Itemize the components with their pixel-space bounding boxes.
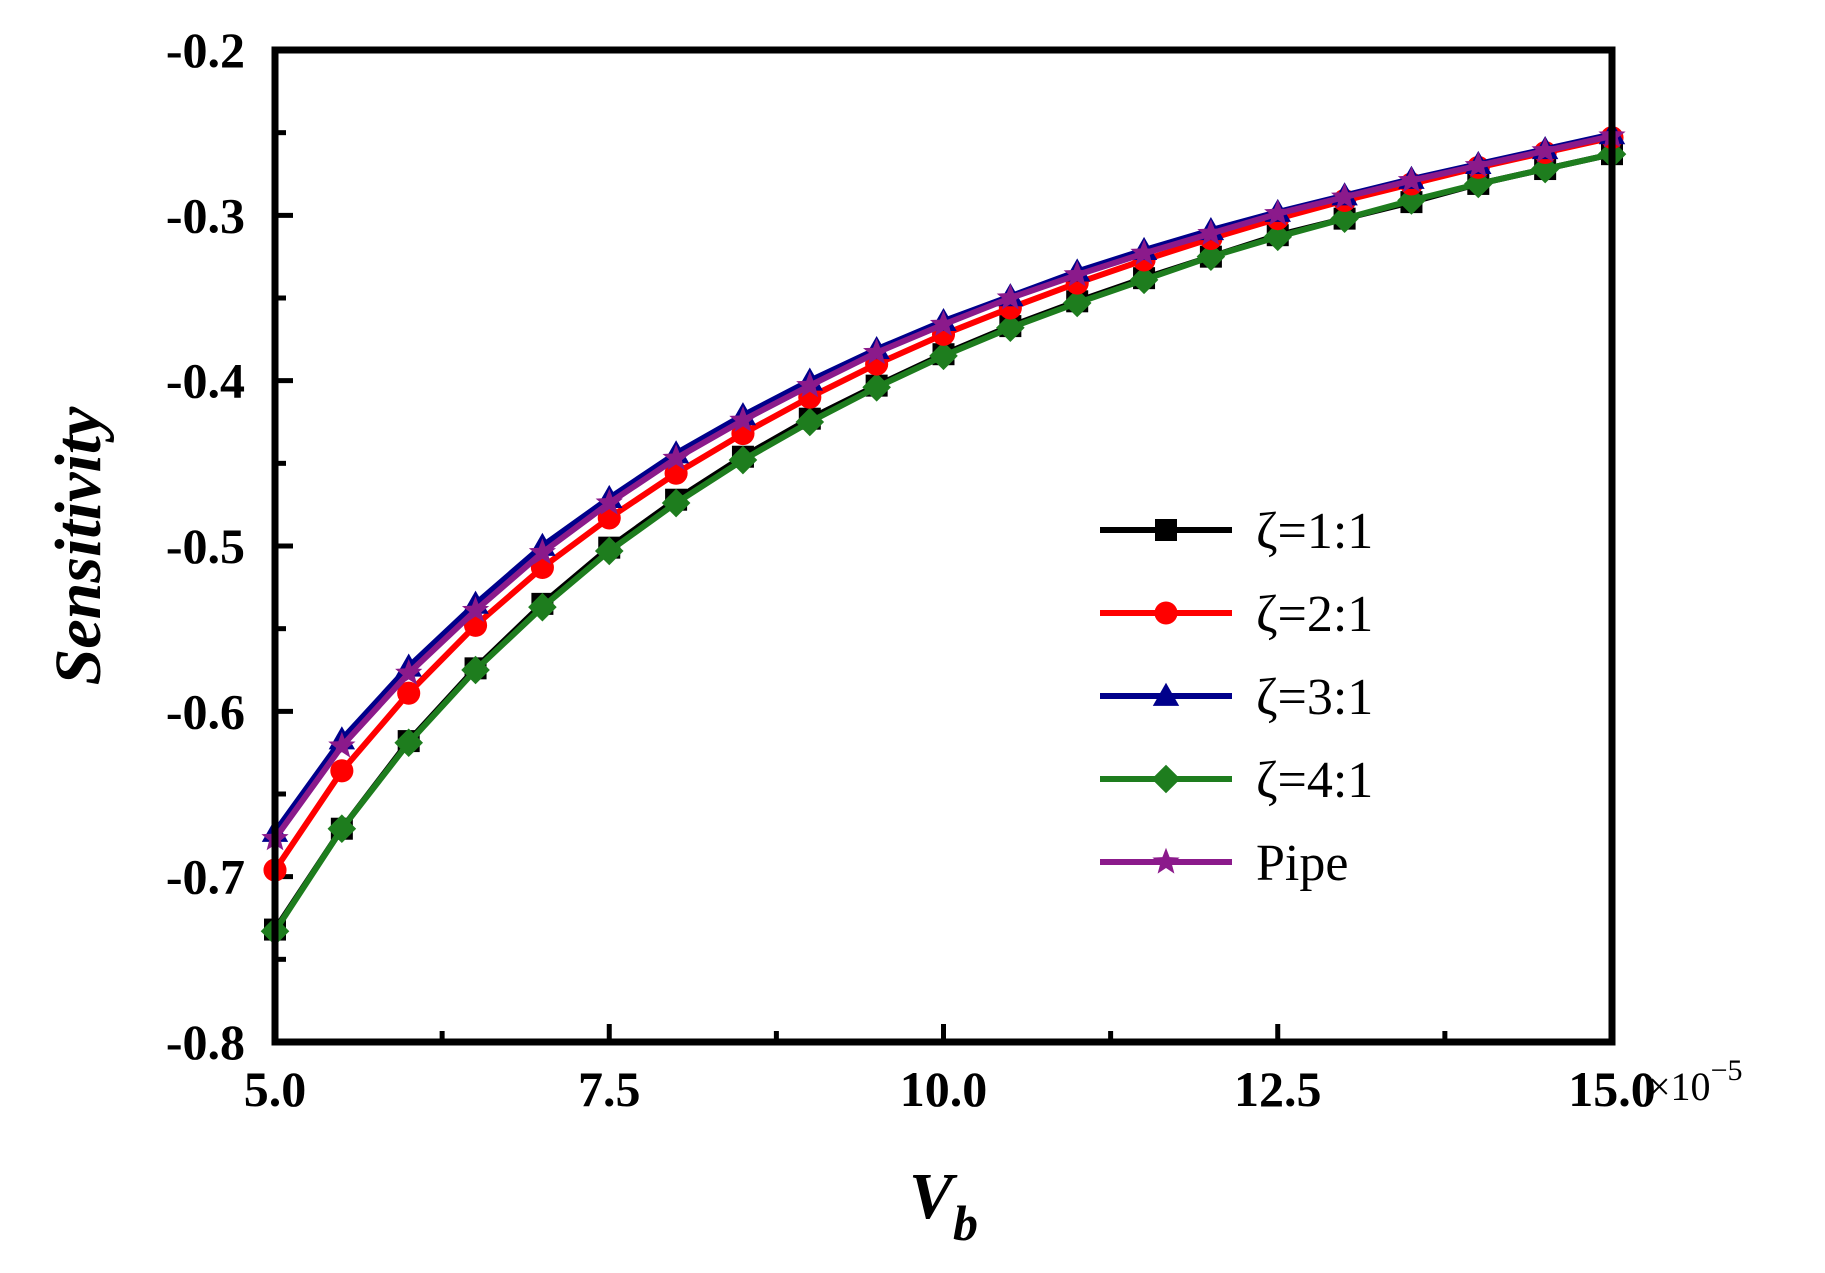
data-point bbox=[594, 536, 624, 566]
data-point bbox=[795, 407, 825, 437]
series-circle bbox=[263, 126, 1624, 882]
x-tick-label: 5.0 bbox=[244, 1061, 307, 1117]
x-tick-label: 10.0 bbox=[900, 1061, 988, 1117]
data-point bbox=[528, 592, 557, 622]
data-point bbox=[996, 283, 1024, 310]
legend-entry: ζ=4:1 bbox=[1100, 752, 1373, 809]
y-tick-label: -0.6 bbox=[166, 683, 245, 739]
data-point bbox=[528, 538, 556, 565]
x-tick-label: 7.5 bbox=[578, 1061, 641, 1117]
legend-label: ζ=3:1 bbox=[1256, 669, 1373, 726]
data-point bbox=[1530, 154, 1560, 184]
data-point bbox=[1263, 222, 1293, 252]
data-point bbox=[1063, 260, 1091, 287]
data-point bbox=[796, 371, 824, 398]
series-line bbox=[272, 131, 1613, 834]
data-point bbox=[461, 596, 490, 622]
legend-entry: ζ=2:1 bbox=[1100, 586, 1373, 643]
legend-label: ζ=1:1 bbox=[1256, 503, 1373, 560]
y-tick-label: -0.5 bbox=[166, 518, 245, 574]
data-point bbox=[1331, 182, 1359, 209]
data-point bbox=[929, 341, 958, 371]
data-point bbox=[394, 728, 423, 758]
data-point bbox=[1130, 239, 1158, 265]
y-tick-label: -0.8 bbox=[166, 1014, 245, 1070]
legend-marker bbox=[1151, 764, 1181, 794]
data-point bbox=[1264, 199, 1292, 226]
data-point bbox=[1129, 265, 1159, 295]
legend-marker bbox=[1155, 519, 1177, 541]
series-square bbox=[264, 143, 1623, 941]
data-point bbox=[1196, 242, 1226, 271]
series-line bbox=[272, 151, 1613, 933]
x-axis-title-subscript: b bbox=[953, 1195, 978, 1251]
series-diamond bbox=[260, 139, 1627, 946]
data-point bbox=[863, 338, 891, 365]
series-line bbox=[272, 133, 1613, 841]
legend-label: Pipe bbox=[1256, 835, 1348, 892]
legend-entry: ζ=3:1 bbox=[1100, 669, 1373, 726]
data-point bbox=[1197, 219, 1225, 246]
y-axis-title: Sensitivity bbox=[42, 406, 115, 685]
x-axis-exponent-power: −5 bbox=[1711, 1054, 1743, 1087]
legend-marker bbox=[1154, 601, 1178, 625]
legend-entry: ζ=1:1 bbox=[1100, 503, 1373, 560]
data-point bbox=[729, 406, 757, 432]
data-point bbox=[461, 655, 490, 685]
y-tick-label: -0.2 bbox=[166, 22, 245, 78]
data-point bbox=[395, 659, 423, 685]
data-point bbox=[661, 488, 691, 518]
data-point bbox=[397, 681, 421, 705]
data-point bbox=[1397, 166, 1426, 193]
series-lines bbox=[260, 121, 1627, 946]
plot-frame bbox=[271, 46, 1616, 1046]
x-axis-title: Vb bbox=[909, 1160, 978, 1251]
x-axis-exponent-prefix: ×10 bbox=[1648, 1064, 1711, 1109]
data-point bbox=[327, 814, 357, 844]
legend-marker bbox=[1152, 847, 1180, 874]
y-tick-label: -0.3 bbox=[166, 187, 245, 243]
data-point bbox=[1531, 136, 1559, 163]
data-point bbox=[1062, 288, 1092, 318]
y-tick-label: -0.7 bbox=[166, 849, 245, 905]
data-point bbox=[862, 372, 891, 402]
data-point bbox=[328, 731, 356, 758]
y-tick-label: -0.4 bbox=[166, 353, 245, 409]
legend-label: ζ=2:1 bbox=[1256, 586, 1373, 643]
series-triangle bbox=[261, 121, 1626, 842]
data-point bbox=[728, 445, 758, 475]
data-point bbox=[330, 759, 354, 783]
legend-entry: Pipe bbox=[1100, 835, 1348, 892]
data-point bbox=[1330, 204, 1359, 233]
data-point bbox=[1464, 151, 1492, 178]
legend: ζ=1:1 ζ=2:1 ζ=3:1 ζ=4:1 Pipe bbox=[1100, 503, 1373, 892]
legend-marker bbox=[1152, 682, 1180, 706]
series-star bbox=[261, 121, 1626, 851]
data-point bbox=[662, 444, 690, 470]
series-line bbox=[272, 151, 1613, 932]
series-line bbox=[272, 134, 1613, 872]
x-axis-exponent: ×10−5 bbox=[1648, 1054, 1742, 1109]
x-axis-title-main: V bbox=[909, 1160, 958, 1233]
data-point bbox=[1464, 169, 1493, 199]
tick-labels: 5.0 7.5 10.0 12.5 15.0 -0.2 -0.3 -0.4 -0.5 -0.6 -0… bbox=[166, 22, 1656, 1117]
data-point bbox=[929, 310, 958, 336]
x-tick-label: 12.5 bbox=[1234, 1061, 1322, 1117]
data-point bbox=[996, 313, 1025, 343]
data-point bbox=[595, 488, 623, 515]
data-point bbox=[1397, 186, 1426, 215]
legend-label: ζ=4:1 bbox=[1256, 752, 1373, 809]
x-tick-label: 15.0 bbox=[1568, 1061, 1656, 1117]
